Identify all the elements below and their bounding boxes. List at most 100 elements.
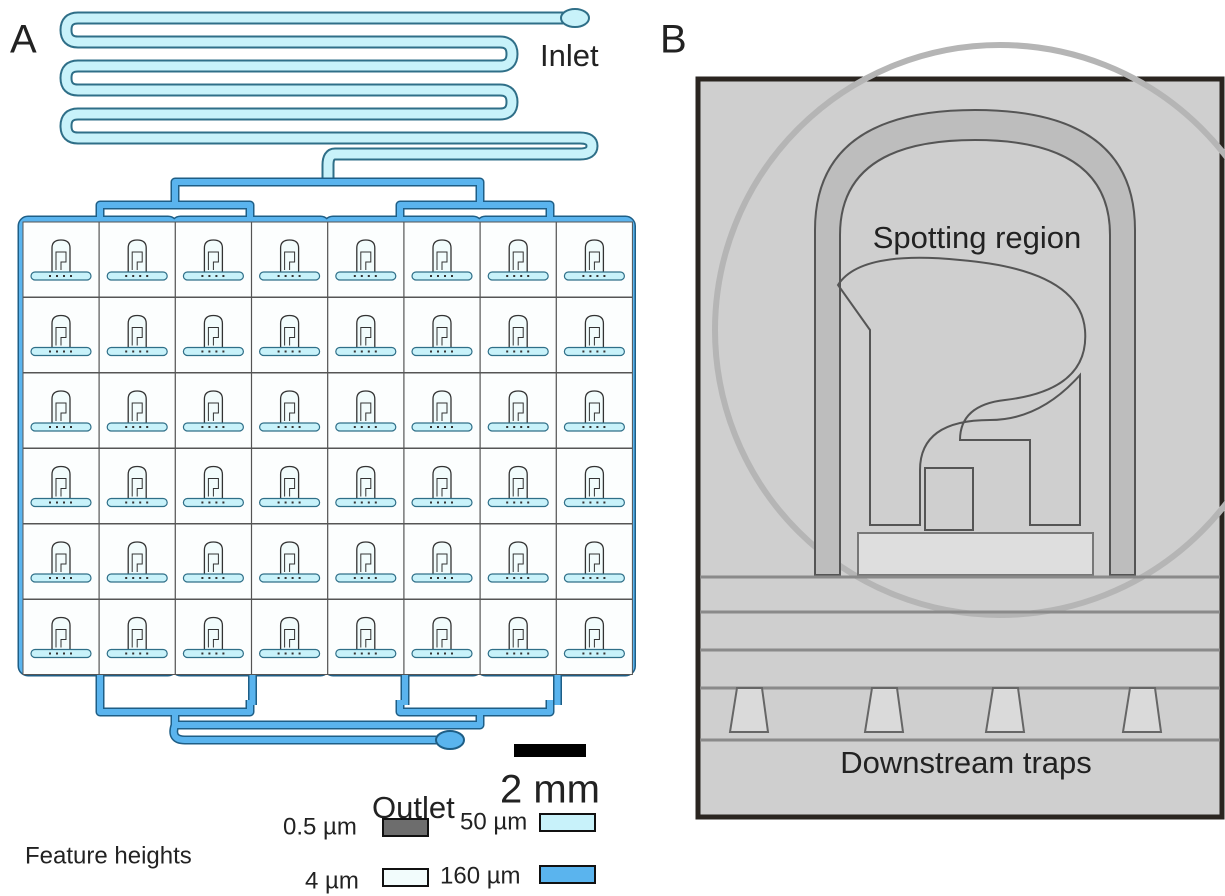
trap [49, 577, 51, 579]
trap [520, 653, 522, 655]
trap [354, 351, 356, 353]
trap-channel [183, 499, 243, 507]
trap [451, 653, 453, 655]
trap-channel [336, 499, 396, 507]
legend-swatch [383, 819, 428, 836]
trap [201, 351, 203, 353]
legend-label: 0.5 µm [283, 813, 357, 840]
trap [215, 502, 217, 504]
trap [146, 502, 148, 504]
trap-channel [488, 650, 548, 658]
trap [49, 653, 51, 655]
trap [1123, 688, 1161, 732]
trap [437, 351, 439, 353]
trap [506, 351, 508, 353]
trap [506, 502, 508, 504]
trap [292, 426, 294, 428]
trap [527, 275, 529, 277]
trap [146, 577, 148, 579]
trap [215, 275, 217, 277]
trap [354, 275, 356, 277]
trap-channel [412, 574, 472, 582]
trap [222, 275, 224, 277]
trap [63, 426, 65, 428]
trap [444, 577, 446, 579]
trap [125, 577, 127, 579]
trap [63, 577, 65, 579]
trap [285, 275, 287, 277]
trap [527, 426, 529, 428]
trap [430, 502, 432, 504]
trap [215, 653, 217, 655]
trap [222, 577, 224, 579]
figure: A Inlet Outlet 2 mm Feature heights 0.5 … [0, 0, 1225, 896]
trap [292, 653, 294, 655]
trap [208, 653, 210, 655]
trap [603, 653, 605, 655]
trap [506, 577, 508, 579]
trap-channel [107, 272, 167, 280]
trap [513, 577, 515, 579]
trap [582, 275, 584, 277]
trap [513, 502, 515, 504]
trap [146, 275, 148, 277]
trap [451, 275, 453, 277]
trap [527, 653, 529, 655]
trap [354, 653, 356, 655]
trap [285, 426, 287, 428]
trap [208, 502, 210, 504]
trap [368, 275, 370, 277]
trap [437, 653, 439, 655]
trap [513, 426, 515, 428]
trap [285, 653, 287, 655]
trap-channel [107, 348, 167, 356]
trap [520, 502, 522, 504]
trap [278, 502, 280, 504]
trap [603, 351, 605, 353]
trap-channel [336, 574, 396, 582]
trap [70, 426, 72, 428]
trap [215, 351, 217, 353]
trap [354, 502, 356, 504]
trap [437, 502, 439, 504]
trap [132, 351, 134, 353]
trap [354, 577, 356, 579]
trap [527, 577, 529, 579]
trap [146, 426, 148, 428]
trap [437, 275, 439, 277]
trap [451, 426, 453, 428]
trap-channel [336, 650, 396, 658]
trap [596, 426, 598, 428]
trap-channel [260, 348, 320, 356]
legend-swatch [540, 814, 595, 831]
trap-channel [260, 499, 320, 507]
trap-channel [564, 423, 624, 431]
trap [56, 275, 58, 277]
trap [132, 502, 134, 504]
trap-channel [336, 348, 396, 356]
trap [368, 577, 370, 579]
scale-bar [514, 744, 586, 757]
trap [361, 653, 363, 655]
trap [596, 502, 598, 504]
legend-label: 4 µm [305, 867, 359, 894]
trap [215, 577, 217, 579]
trap-channel [488, 348, 548, 356]
trap [125, 653, 127, 655]
annotation: Downstream traps [840, 745, 1092, 780]
trap [589, 426, 591, 428]
trap-channel [260, 272, 320, 280]
trap [222, 351, 224, 353]
trap [299, 275, 301, 277]
trap [375, 426, 377, 428]
trap [56, 351, 58, 353]
trap [437, 577, 439, 579]
trap [589, 502, 591, 504]
trap [603, 275, 605, 277]
trap [139, 577, 141, 579]
trap [222, 426, 224, 428]
trap [444, 351, 446, 353]
trap [444, 502, 446, 504]
annotation: Spotting region [873, 220, 1082, 255]
trap [125, 502, 127, 504]
